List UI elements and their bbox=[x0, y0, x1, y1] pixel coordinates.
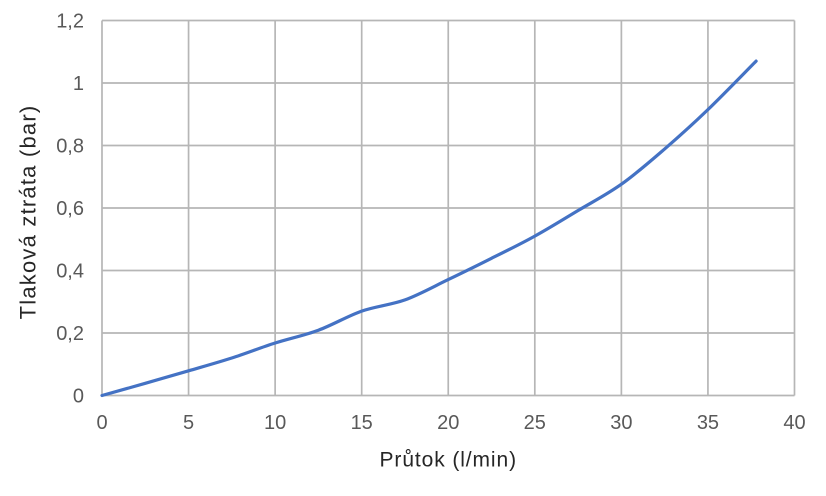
svg-text:10: 10 bbox=[264, 412, 286, 434]
svg-text:20: 20 bbox=[437, 412, 459, 434]
svg-text:1,2: 1,2 bbox=[56, 11, 84, 33]
svg-text:5: 5 bbox=[183, 412, 194, 434]
svg-text:1: 1 bbox=[73, 73, 84, 95]
svg-text:0: 0 bbox=[96, 412, 107, 434]
svg-text:25: 25 bbox=[524, 412, 546, 434]
svg-text:40: 40 bbox=[783, 412, 805, 434]
svg-text:0,2: 0,2 bbox=[56, 323, 84, 345]
svg-text:0: 0 bbox=[73, 386, 84, 408]
svg-text:15: 15 bbox=[351, 412, 373, 434]
svg-text:0,4: 0,4 bbox=[56, 261, 84, 283]
svg-text:35: 35 bbox=[697, 412, 719, 434]
svg-text:0,6: 0,6 bbox=[56, 198, 84, 220]
svg-text:Tlaková ztráta (bar): Tlaková ztráta (bar) bbox=[16, 105, 41, 320]
svg-text:30: 30 bbox=[610, 412, 632, 434]
svg-text:0,8: 0,8 bbox=[56, 136, 84, 158]
svg-text:Průtok (l/min): Průtok (l/min) bbox=[380, 449, 517, 472]
